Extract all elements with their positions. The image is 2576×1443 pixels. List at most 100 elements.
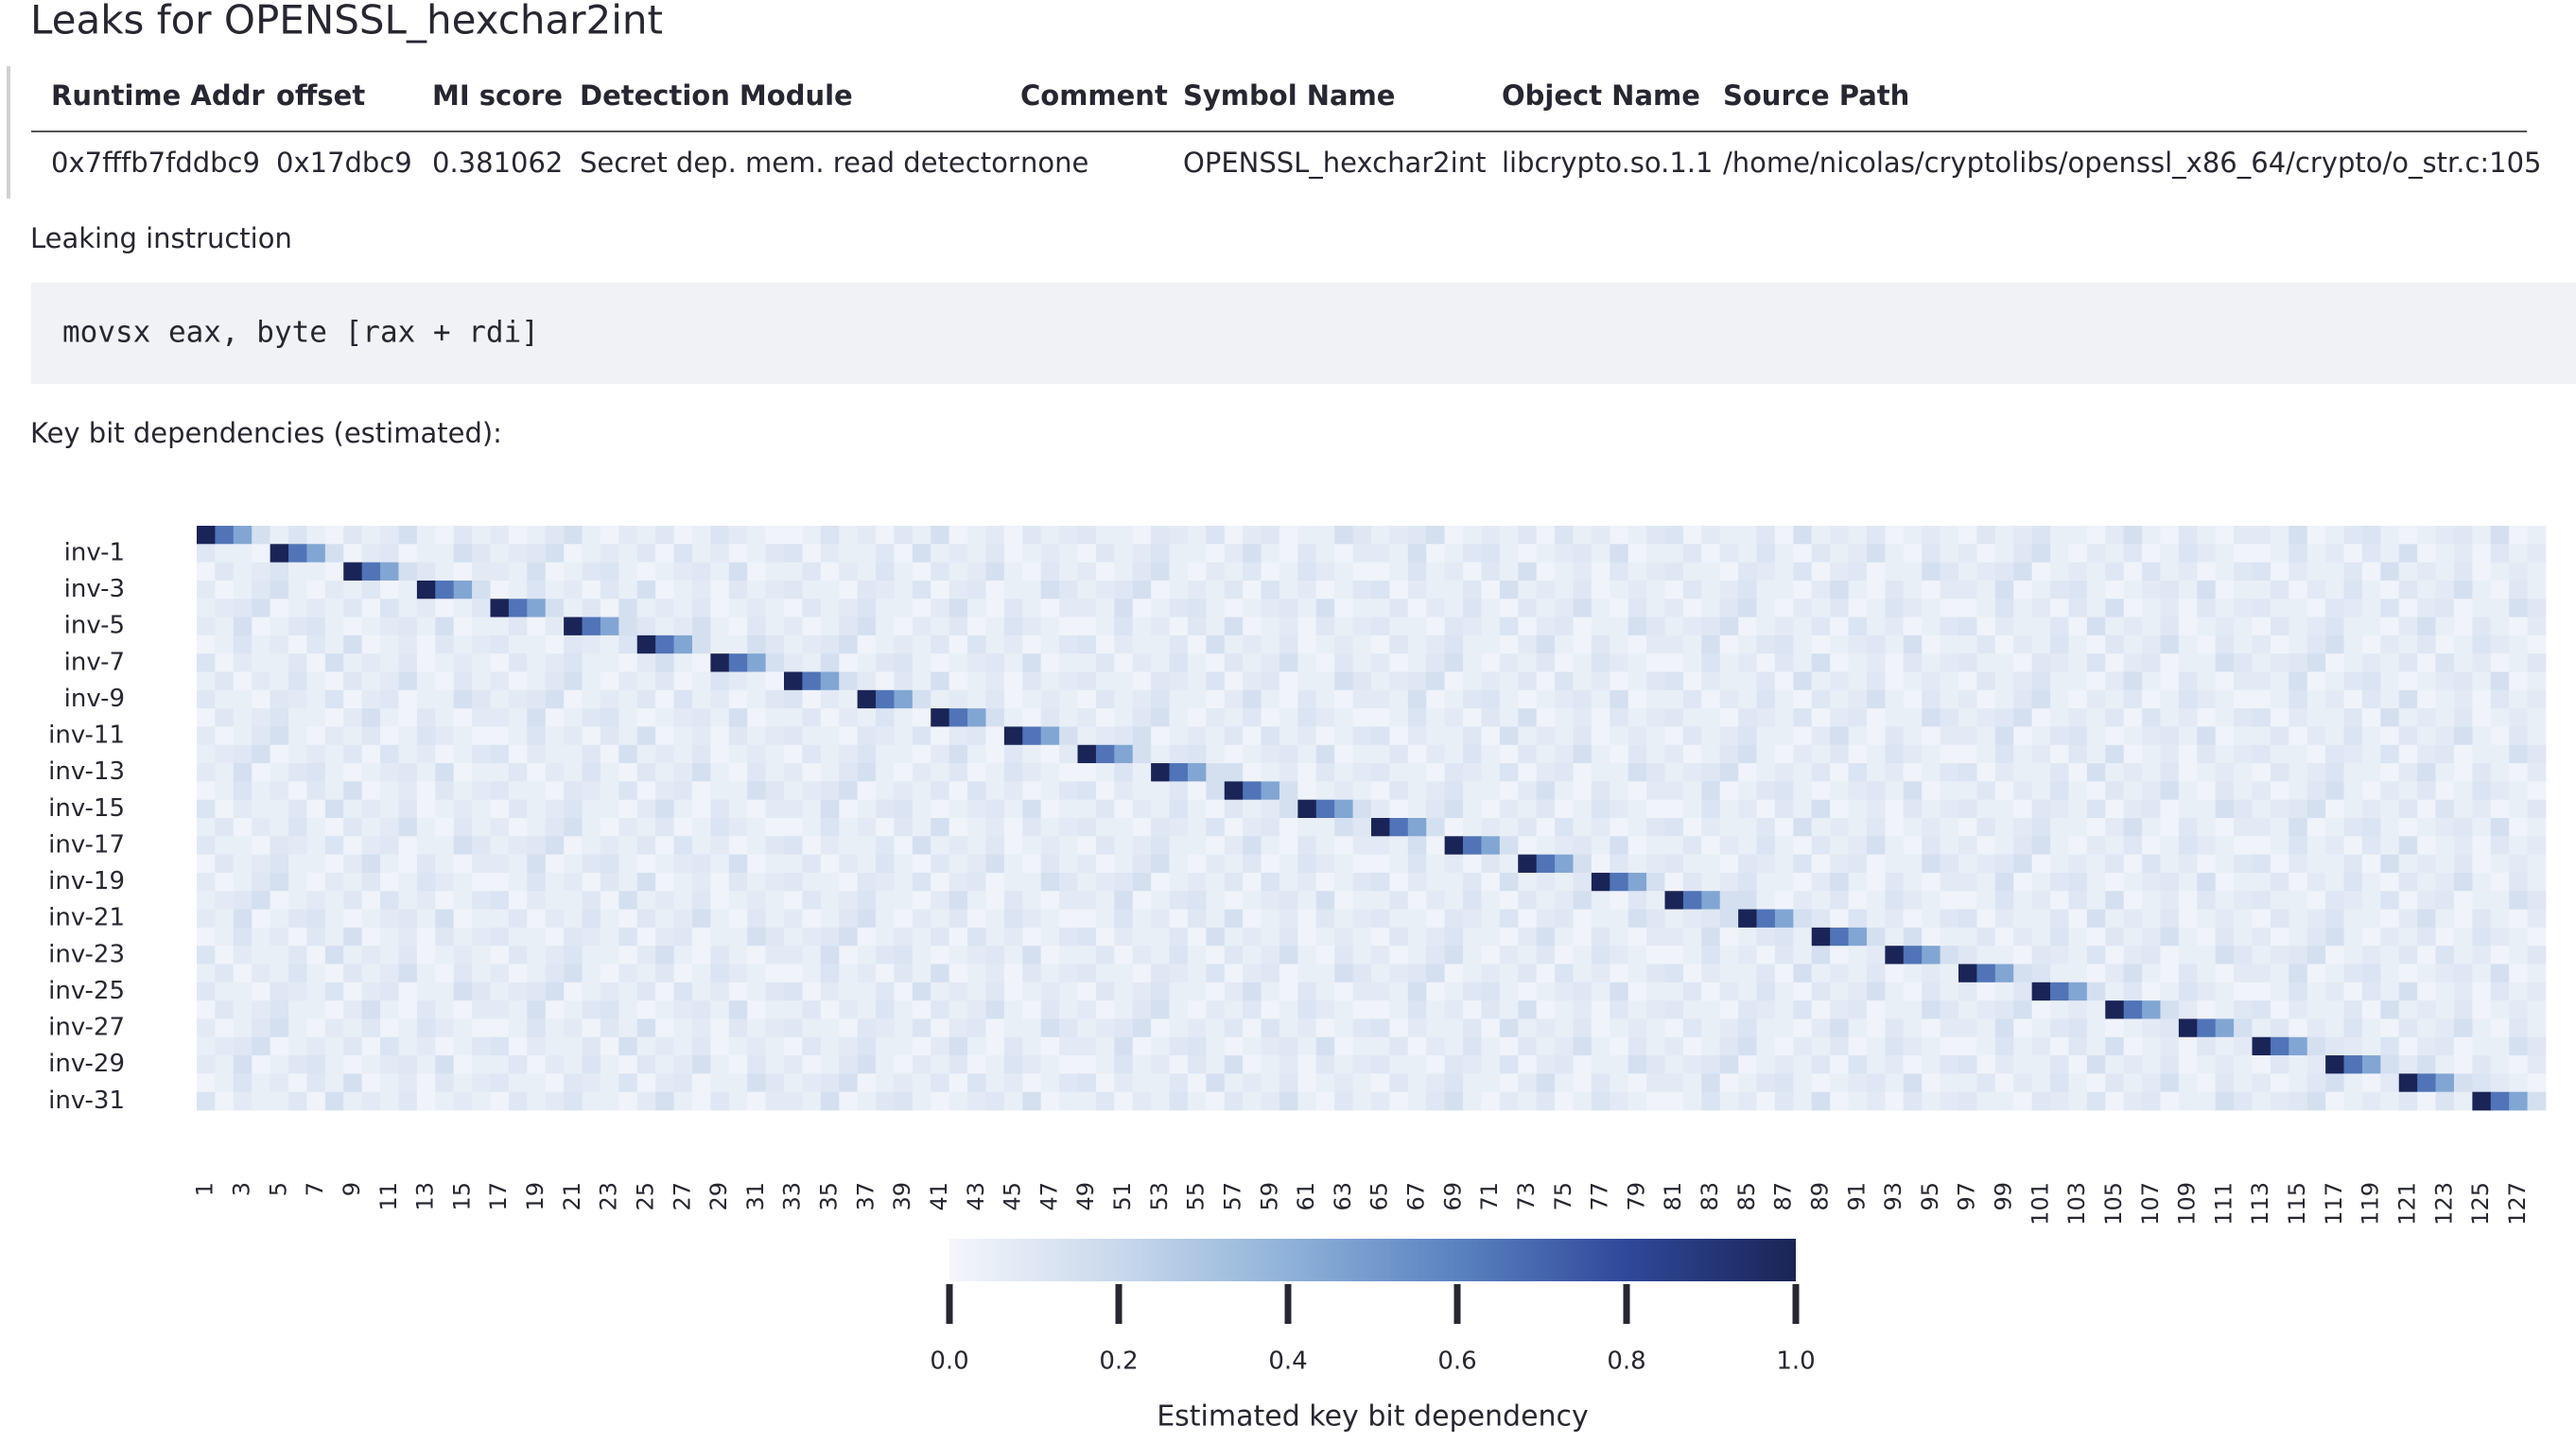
heatmap-cell (2417, 872, 2436, 892)
heatmap-cell (270, 872, 289, 892)
heatmap-cell (1518, 763, 1538, 782)
heatmap-cell (1426, 708, 1446, 727)
heatmap-cell (1756, 763, 1776, 782)
heatmap-cell (306, 1091, 326, 1111)
heatmap-cell (2453, 1055, 2473, 1074)
heatmap-cell (2105, 836, 2125, 856)
heatmap-cell (2105, 927, 2125, 947)
heatmap-cell (435, 1018, 455, 1038)
heatmap-cell (1297, 982, 1317, 1001)
heatmap-cell (1297, 1055, 1317, 1074)
heatmap-cell (2178, 708, 2198, 727)
heatmap-cell (2509, 562, 2528, 582)
heatmap-cell (1646, 1036, 1665, 1056)
heatmap-cell (435, 726, 455, 746)
heatmap-cell (2031, 818, 2051, 837)
heatmap-cell (1811, 671, 1831, 691)
heatmap-cell (1958, 708, 1977, 727)
heatmap-cell (1481, 1073, 1501, 1093)
heatmap-cell (361, 617, 381, 636)
heatmap-cell (876, 909, 895, 929)
heatmap-cell (1866, 1091, 1886, 1111)
heatmap-cell (2142, 946, 2161, 965)
heatmap-cell (582, 689, 601, 709)
heatmap-cell (1059, 526, 1078, 545)
heatmap-cell (2178, 544, 2198, 564)
heatmap-cell (1334, 763, 1353, 782)
heatmap-cell (361, 836, 381, 856)
heatmap-cell (747, 799, 766, 819)
heatmap-cell (1627, 1036, 1647, 1056)
heatmap-cell (398, 562, 418, 582)
heatmap-cell (876, 653, 895, 672)
heatmap-cell (1701, 982, 1721, 1001)
heatmap-cell (508, 763, 528, 782)
heatmap-cell (1994, 1000, 2014, 1019)
heatmap-cell (636, 818, 656, 837)
heatmap-cell (1922, 708, 1941, 727)
heatmap-cell (839, 1000, 859, 1019)
heatmap-cell (2123, 927, 2143, 947)
heatmap-cell (2527, 726, 2547, 746)
heatmap-cell (1261, 708, 1280, 727)
heatmap-cell (673, 1091, 693, 1111)
heatmap-cell (416, 580, 436, 600)
x-tick-label: 51 (1109, 1182, 1136, 1211)
heatmap-cell (931, 982, 950, 1001)
heatmap-cell (2343, 671, 2363, 691)
heatmap-cell (1187, 726, 1207, 746)
heatmap-cell (1885, 744, 1905, 764)
heatmap-cell (2270, 671, 2289, 691)
heatmap-cell (1866, 836, 1886, 856)
heatmap-cell (361, 964, 381, 983)
heatmap-cell (655, 708, 674, 727)
heatmap-cell (1261, 671, 1280, 691)
heatmap-cell (270, 1073, 289, 1093)
heatmap-cell (1463, 909, 1482, 929)
heatmap-cell (1719, 854, 1739, 874)
heatmap-cell (1114, 562, 1134, 582)
heatmap-cell (1646, 544, 1665, 564)
heatmap-cell (1224, 1055, 1244, 1074)
heatmap-cell (2270, 946, 2289, 965)
heatmap-cell (197, 891, 216, 910)
heatmap-cell (288, 726, 307, 746)
heatmap-cell (1866, 818, 1886, 837)
heatmap-cell (2490, 909, 2510, 929)
heatmap-cell (2380, 1000, 2400, 1019)
x-tick-label: 59 (1256, 1182, 1282, 1211)
heatmap-cell (2361, 562, 2381, 582)
heatmap-cell (673, 799, 693, 819)
heatmap-cell (1481, 635, 1501, 654)
heatmap-cell (2509, 964, 2528, 983)
heatmap-cell (215, 799, 235, 819)
heatmap-cell (1903, 946, 1923, 965)
heatmap-cell (1866, 544, 1886, 564)
heatmap-cell (1059, 671, 1078, 691)
heatmap-cell (1885, 909, 1905, 929)
heatmap-cell (1077, 562, 1097, 582)
heatmap-cell (1261, 526, 1280, 545)
heatmap-cell (1003, 1018, 1023, 1038)
heatmap-cell (857, 854, 877, 874)
heatmap-cell (2361, 1073, 2381, 1093)
heatmap-cell (1573, 544, 1593, 564)
heatmap-cell (1426, 726, 1446, 746)
heatmap-cell (1848, 946, 1868, 965)
heatmap-cell (1334, 927, 1353, 947)
heatmap-cell (949, 708, 968, 727)
heatmap-cell (1334, 891, 1353, 910)
heatmap-cell (2435, 891, 2455, 910)
heatmap-cell (270, 1036, 289, 1056)
heatmap-cell (655, 671, 674, 691)
heatmap-cell (600, 909, 619, 929)
heatmap-cell (1059, 689, 1078, 709)
heatmap-cell (2160, 1000, 2180, 1019)
heatmap-cell (1151, 964, 1170, 983)
heatmap-cell (2142, 580, 2161, 600)
heatmap-cell (361, 562, 381, 582)
heatmap-cell (912, 1073, 931, 1093)
heatmap-cell (252, 836, 271, 856)
heatmap-cell (1132, 836, 1152, 856)
heatmap-cell (1976, 927, 1996, 947)
